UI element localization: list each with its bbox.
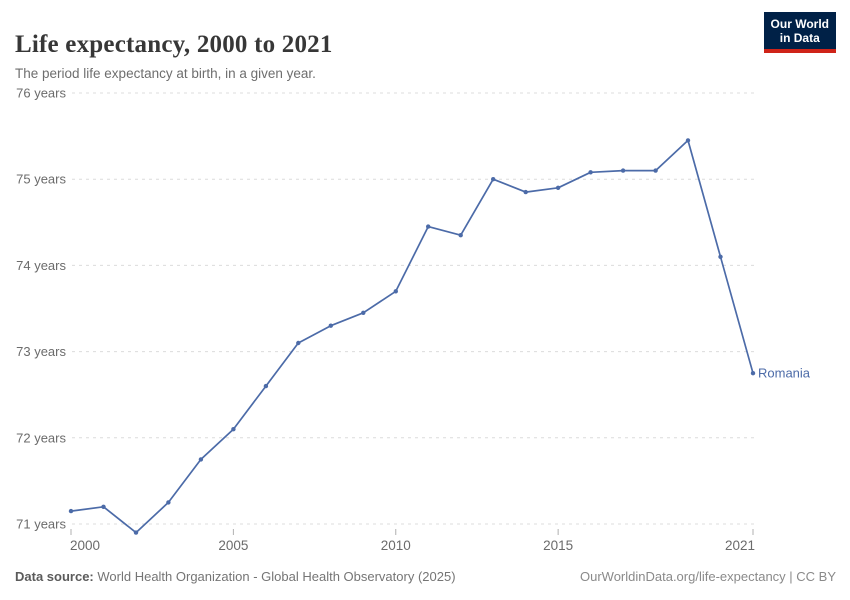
credit-link[interactable]: OurWorldinData.org/life-expectancy | CC … — [579, 569, 836, 584]
data-point-2002[interactable] — [133, 530, 139, 535]
data-source-label: Data source: — [15, 569, 94, 584]
data-source-text: World Health Organization - Global Healt… — [97, 569, 456, 584]
data-point-2018[interactable] — [653, 168, 658, 173]
series-label-romania[interactable]: Romania — [758, 366, 811, 381]
data-point-2000[interactable] — [68, 508, 74, 514]
data-point-2003[interactable] — [166, 500, 171, 505]
data-point-2006[interactable] — [263, 383, 269, 389]
data-point-2017[interactable] — [620, 168, 626, 173]
data-point-2015[interactable] — [555, 185, 561, 190]
y-axis-tick-label: 75 years — [16, 172, 66, 187]
chart-title: Life expectancy, 2000 to 2021 — [15, 30, 333, 58]
x-axis-tick-label: 2000 — [70, 538, 100, 553]
data-point-2007[interactable] — [296, 340, 301, 346]
y-axis-tick-label: 71 years — [16, 517, 66, 532]
data-point-2016[interactable] — [588, 170, 593, 175]
data-point-2020[interactable] — [718, 254, 723, 259]
chart-footer: Data source: World Health Organization -… — [15, 569, 836, 584]
data-point-2011[interactable] — [426, 224, 431, 229]
data-point-2005[interactable] — [231, 427, 236, 432]
data-point-2009[interactable] — [361, 310, 366, 315]
x-axis-tick-label: 2010 — [381, 538, 411, 553]
data-point-2021[interactable] — [750, 371, 756, 376]
data-point-2008[interactable] — [328, 323, 333, 328]
data-point-2013[interactable] — [491, 177, 496, 182]
x-axis-tick-label: 2015 — [543, 538, 573, 553]
x-axis-tick-label: 2005 — [218, 538, 248, 553]
data-point-2012[interactable] — [458, 233, 463, 238]
data-point-2004[interactable] — [198, 457, 204, 462]
y-axis-tick-label: 72 years — [16, 430, 66, 445]
data-point-2010[interactable] — [393, 289, 398, 294]
x-axis-tick-label: 2021 — [725, 538, 755, 553]
owid-logo-line2: in Data — [779, 31, 820, 45]
data-source: Data source: World Health Organization -… — [15, 569, 456, 584]
owid-logo-line1: Our World — [770, 17, 829, 31]
data-point-2001[interactable] — [101, 504, 106, 509]
data-point-2014[interactable] — [523, 189, 528, 195]
series-line-romania[interactable] — [70, 139, 754, 534]
y-axis-tick-label: 74 years — [16, 258, 66, 273]
y-axis-tick-label: 73 years — [16, 344, 66, 359]
owid-logo: Our World in Data — [763, 12, 836, 53]
y-axis-tick-label: 76 years — [16, 86, 66, 101]
data-point-2019[interactable] — [685, 138, 691, 143]
chart-subtitle: The period life expectancy at birth, in … — [15, 65, 316, 81]
